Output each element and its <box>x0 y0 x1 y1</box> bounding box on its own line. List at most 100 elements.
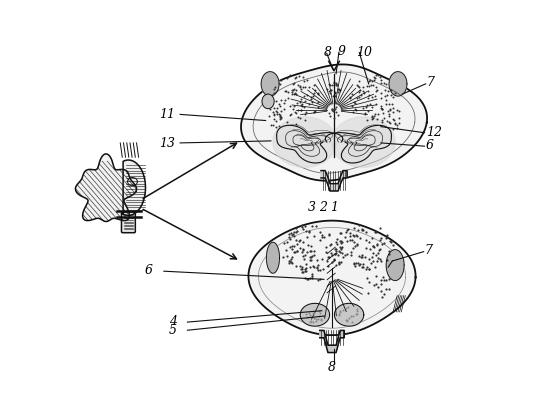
Point <box>295 83 304 90</box>
Point <box>350 263 359 270</box>
Point <box>346 237 355 244</box>
Point <box>305 312 314 319</box>
Point <box>337 245 345 252</box>
Point <box>326 241 335 247</box>
Point <box>332 83 341 89</box>
Point <box>349 233 358 239</box>
Point <box>384 88 393 95</box>
Point <box>301 261 310 268</box>
Point <box>380 93 389 99</box>
Point <box>321 249 330 256</box>
Polygon shape <box>389 72 407 97</box>
Point <box>335 259 344 265</box>
Point <box>325 110 334 117</box>
Point <box>350 226 359 232</box>
Point <box>288 106 297 113</box>
Point <box>383 257 392 264</box>
Point <box>371 229 380 236</box>
Point <box>286 112 295 119</box>
Point <box>383 92 392 99</box>
Point <box>299 74 307 81</box>
Point <box>306 275 315 282</box>
Point <box>368 82 377 89</box>
Point <box>307 271 316 278</box>
Point <box>310 252 318 258</box>
Point <box>314 267 322 274</box>
Text: 7: 7 <box>425 243 433 256</box>
Point <box>333 252 342 258</box>
Point <box>305 248 314 255</box>
Point <box>329 80 338 86</box>
Point <box>306 97 315 103</box>
Point <box>271 109 280 115</box>
Point <box>370 282 378 289</box>
Point <box>361 266 370 273</box>
Point <box>270 86 278 93</box>
Point <box>291 249 300 256</box>
Point <box>374 284 383 291</box>
Point <box>376 77 385 83</box>
Point <box>355 222 364 228</box>
Point <box>299 253 307 259</box>
Point <box>367 83 376 89</box>
Point <box>331 90 340 97</box>
Point <box>290 109 299 116</box>
Point <box>360 90 368 97</box>
Point <box>387 92 395 99</box>
Point <box>381 235 390 241</box>
Point <box>336 230 345 237</box>
Point <box>378 106 387 112</box>
Point <box>285 258 294 265</box>
Point <box>376 238 384 244</box>
Point <box>365 83 374 90</box>
Point <box>309 263 317 269</box>
Point <box>270 112 278 119</box>
Point <box>293 248 302 254</box>
Point <box>331 94 339 100</box>
Point <box>301 268 310 275</box>
Point <box>384 286 393 293</box>
Point <box>307 223 316 230</box>
Point <box>353 311 361 318</box>
Point <box>330 83 339 90</box>
Point <box>296 85 305 92</box>
Point <box>383 232 392 238</box>
Point <box>354 84 363 91</box>
Point <box>336 249 345 256</box>
Point <box>368 115 377 122</box>
Point <box>375 247 383 254</box>
Point <box>337 250 346 257</box>
Point <box>376 91 385 97</box>
Point <box>379 240 388 246</box>
Point <box>329 256 338 263</box>
Point <box>305 228 314 234</box>
Point <box>292 228 301 235</box>
Point <box>364 79 373 85</box>
Point <box>395 109 404 115</box>
Point <box>371 93 380 100</box>
Point <box>299 269 307 276</box>
Point <box>298 103 306 110</box>
Point <box>333 86 342 93</box>
Point <box>376 105 385 112</box>
Point <box>326 242 334 249</box>
Point <box>380 81 389 87</box>
Point <box>378 107 387 113</box>
Point <box>333 236 342 243</box>
Point <box>373 112 382 118</box>
Point <box>270 106 278 112</box>
Point <box>347 249 356 255</box>
Point <box>368 235 377 241</box>
Point <box>355 262 364 268</box>
Point <box>395 120 404 127</box>
Point <box>337 258 345 265</box>
Point <box>299 227 308 233</box>
Point <box>358 254 367 261</box>
Polygon shape <box>334 303 364 326</box>
Ellipse shape <box>262 95 274 110</box>
Point <box>329 93 338 100</box>
Point <box>336 238 345 245</box>
Point <box>316 229 325 236</box>
Point <box>348 232 357 239</box>
Point <box>342 317 350 323</box>
